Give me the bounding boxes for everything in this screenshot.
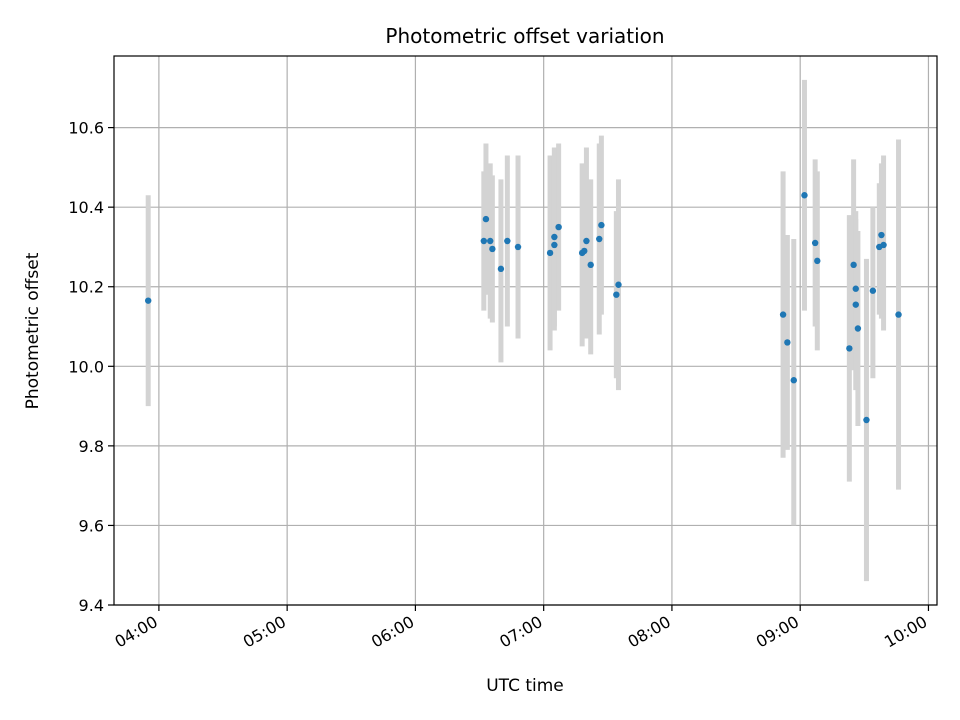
data-point — [854, 325, 862, 332]
data-point — [497, 265, 505, 273]
data-point — [846, 345, 853, 352]
data-point — [581, 247, 588, 255]
data-point — [480, 237, 488, 245]
data-point — [790, 377, 797, 384]
data-point — [852, 301, 859, 308]
data-point — [551, 233, 558, 241]
data-point — [596, 235, 603, 243]
data-point — [779, 311, 787, 318]
data-point — [801, 192, 808, 199]
data-point — [598, 221, 605, 229]
data-point — [514, 243, 522, 251]
plot-frame — [113, 55, 938, 606]
data-point — [878, 231, 885, 239]
data-point — [504, 237, 511, 245]
data-point — [850, 261, 857, 269]
data-point — [895, 311, 902, 318]
data-point — [863, 416, 870, 424]
y-axis-ticks: 9.4 9.6 9.8 10.0 10.2 10.4 10.6 — [68, 119, 114, 615]
y-tick-label: 9.4 — [79, 596, 104, 615]
data-point — [784, 339, 791, 346]
data-point — [852, 285, 859, 292]
data-point — [551, 241, 558, 249]
y-tick-label: 10.6 — [68, 119, 104, 138]
y-axis-label: Photometric offset — [23, 252, 43, 409]
grid — [114, 56, 937, 606]
data-point — [482, 215, 490, 223]
data-point — [615, 281, 622, 288]
y-tick-label: 10.4 — [68, 198, 104, 217]
data-point — [489, 245, 496, 253]
y-tick-label: 9.8 — [79, 437, 104, 456]
chart-title: Photometric offset variation — [385, 24, 664, 48]
x-axis-label: UTC time — [486, 676, 564, 696]
data-point — [546, 249, 554, 257]
data-point — [814, 257, 821, 265]
data-point — [555, 223, 562, 231]
y-tick-label: 9.6 — [79, 516, 104, 535]
data-point — [583, 237, 590, 245]
data-point — [587, 261, 594, 269]
data-point — [811, 239, 819, 247]
y-tick-label: 10.2 — [68, 278, 104, 297]
data-point — [880, 241, 887, 249]
data-points — [145, 192, 902, 424]
data-point — [145, 297, 152, 304]
y-tick-label: 10.0 — [68, 357, 104, 376]
data-point — [869, 287, 877, 294]
data-point — [487, 237, 494, 245]
data-point — [613, 291, 620, 298]
